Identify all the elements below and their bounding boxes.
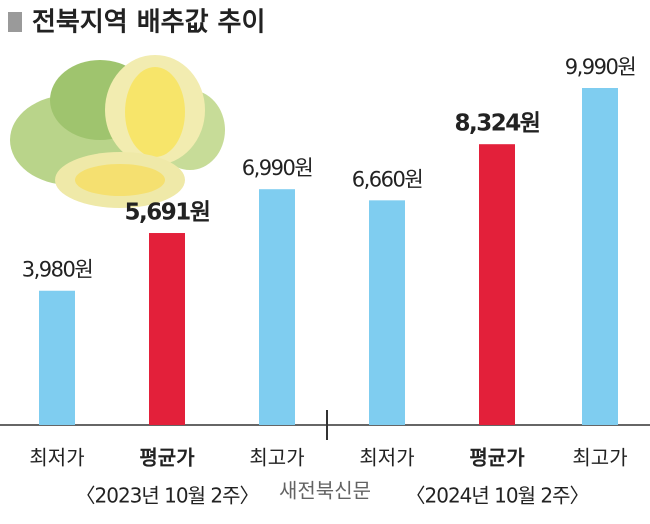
x-tick-label: 평균가: [139, 446, 195, 470]
group-label: 〈2024년 10월 2주〉: [406, 484, 589, 508]
chart-title: 전북지역 배추값 추이: [32, 8, 265, 38]
value-label: 5,691원: [125, 200, 210, 226]
bar: [369, 200, 405, 425]
x-tick-label: 최고가: [249, 446, 304, 470]
title-marker: [8, 12, 22, 32]
bar: [479, 144, 515, 426]
bar: [39, 290, 75, 425]
watermark: 새전북신문: [279, 479, 371, 503]
value-label: 3,980원: [22, 258, 93, 282]
cabbage-illustration: [10, 55, 225, 208]
value-label: 8,324원: [455, 111, 540, 137]
x-tick-label: 평균가: [469, 446, 525, 470]
value-label: 9,990원: [565, 55, 636, 79]
bar: [259, 189, 295, 425]
x-tick-label: 최저가: [359, 446, 414, 470]
x-tick-label: 최저가: [29, 446, 84, 470]
x-tick-label: 최고가: [572, 446, 627, 470]
value-label: 6,990원: [242, 156, 313, 180]
value-label: 6,660원: [352, 167, 423, 191]
bar: [149, 233, 185, 425]
bar: [582, 88, 618, 425]
group-label: 〈2023년 10월 2주〉: [76, 484, 259, 508]
